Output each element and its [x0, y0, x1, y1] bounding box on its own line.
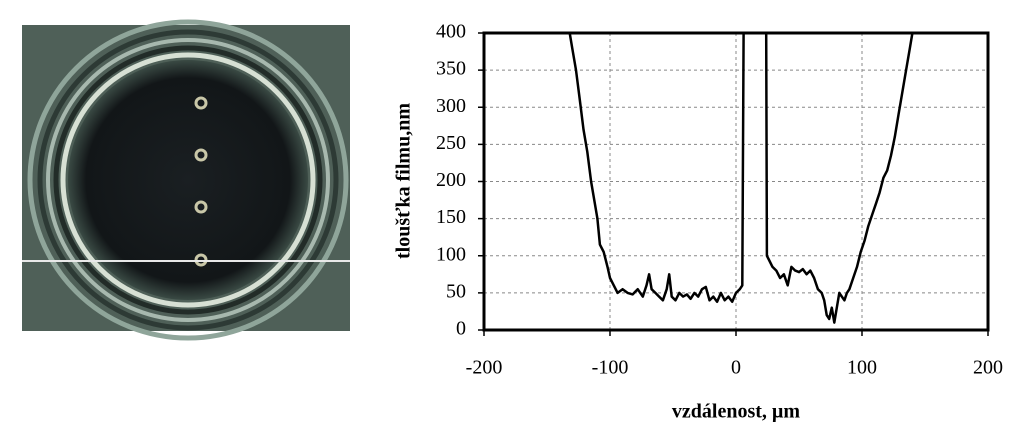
fringe: [46, 38, 330, 322]
fringe: [37, 29, 339, 331]
y-tick-label: 300: [436, 95, 466, 117]
fringe: [60, 52, 316, 308]
dimple: [194, 96, 208, 110]
y-tick-label: 400: [436, 21, 466, 43]
contact-area: [68, 60, 308, 300]
y-tick-label: 0: [456, 318, 466, 340]
y-tick-label: 150: [436, 206, 466, 228]
fringe: [53, 45, 323, 315]
fringe: [27, 19, 349, 341]
dimple: [194, 200, 208, 214]
micrograph: [22, 19, 350, 341]
x-tick-label: 100: [847, 357, 877, 379]
y-tick-label: 250: [436, 132, 466, 154]
y-tick-label: 100: [436, 243, 466, 265]
x-tick-label: 0: [731, 357, 741, 379]
y-tick-label: 50: [446, 280, 466, 302]
x-tick-label: 200: [973, 357, 1003, 379]
data-line: [568, 32, 914, 324]
plot-frame: [482, 31, 990, 332]
dimple: [194, 148, 208, 162]
x-axis-title: vzdálenost, µm: [672, 401, 801, 423]
y-tick-label: 350: [436, 58, 466, 80]
x-tick-label: -200: [466, 357, 503, 379]
y-axis-title: tloušťka filmu,nm: [393, 103, 415, 259]
x-tick-label: -100: [592, 357, 629, 379]
y-tick-label: 200: [436, 169, 466, 191]
